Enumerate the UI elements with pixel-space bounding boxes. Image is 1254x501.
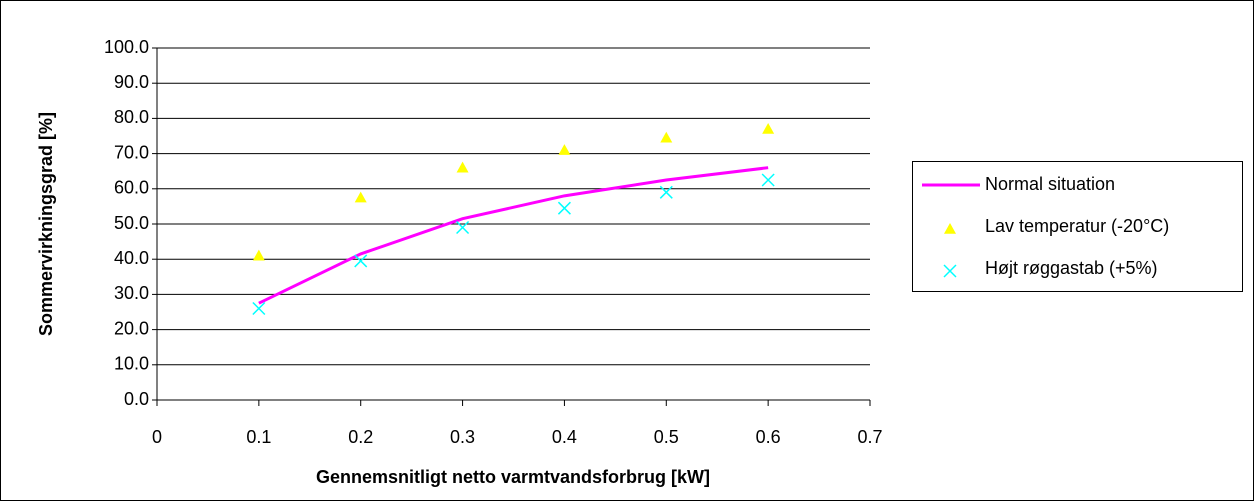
x-tick-label: 0 [152,427,162,447]
x-tick-label: 0.4 [552,427,577,447]
marker [456,161,469,173]
y-tick-label: 100.0 [104,37,149,57]
x-tick-label: 0.5 [654,427,679,447]
legend-swatch [943,264,957,278]
x-axis-label: Gennemsnitligt netto varmtvandsforbrug [… [316,467,710,487]
legend-label: Normal situation [985,174,1115,194]
y-tick-label: 30.0 [114,283,149,303]
marker [557,201,571,215]
x-tick-label: 0.1 [246,427,271,447]
legend-swatch [944,223,956,234]
legend-label: Højt røggastab (+5%) [985,258,1158,278]
y-tick-label: 70.0 [114,142,149,162]
y-tick-label: 90.0 [114,72,149,92]
y-tick-label: 10.0 [114,354,149,374]
legend-label: Lav temperatur (-20°C) [985,216,1169,236]
marker [660,131,673,143]
x-tick-label: 0.2 [348,427,373,447]
x-tick-label: 0.6 [756,427,781,447]
legend-box [912,161,1243,292]
marker [354,191,367,203]
marker [252,249,265,261]
marker [354,254,368,268]
y-tick-label: 0.0 [124,389,149,409]
marker [761,173,775,187]
y-tick-label: 60.0 [114,178,149,198]
line [258,166,769,305]
y-tick-label: 20.0 [114,318,149,338]
marker [558,144,571,155]
marker [456,220,470,235]
x-tick-label: 0.7 [857,427,882,447]
y-axis-label: Sommervirkningsgrad [%] [36,112,56,336]
y-tick-label: 40.0 [114,248,149,268]
marker [762,122,775,134]
marker [252,301,266,316]
marker [659,185,673,199]
x-tick-label: 0.3 [450,427,475,447]
y-tick-label: 50.0 [114,213,149,233]
y-tick-label: 80.0 [114,107,149,127]
